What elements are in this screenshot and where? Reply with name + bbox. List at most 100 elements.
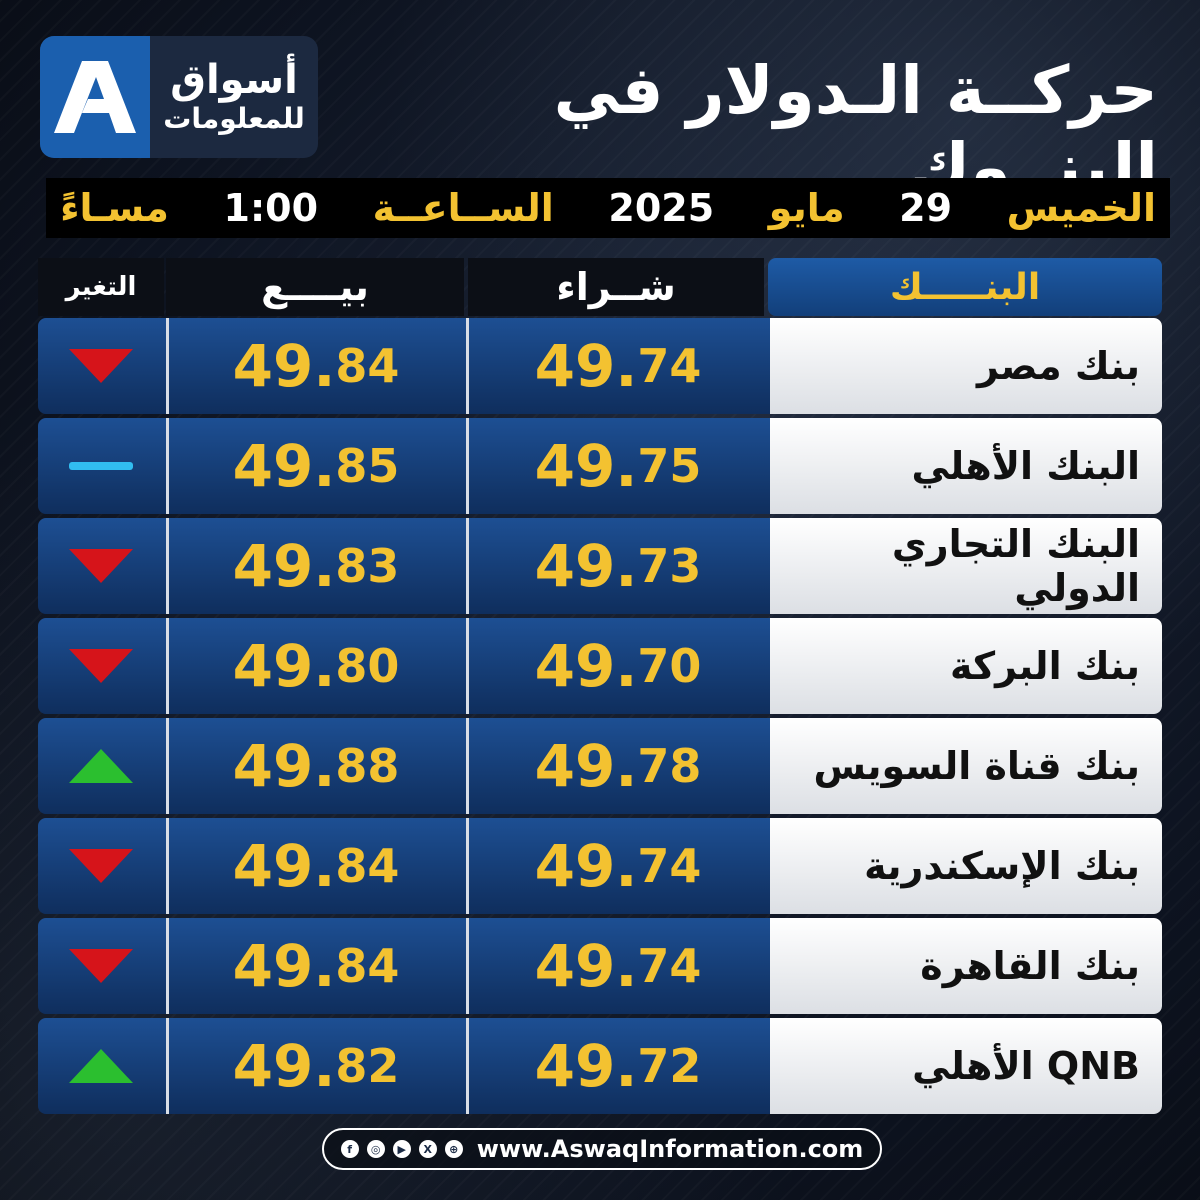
row-values-bg — [38, 918, 770, 1014]
logo-mark — [40, 36, 150, 158]
row-values-bg — [38, 618, 770, 714]
column-divider — [166, 418, 169, 514]
sell-int: 49. — [232, 732, 336, 800]
sell-dec: 84 — [335, 339, 400, 393]
buy-dec: 74 — [637, 839, 702, 893]
sell-int: 49. — [232, 432, 336, 500]
table-row: 49. 80 49. 70 بنك البركة — [38, 618, 1162, 714]
table-row: 49. 83 49. 73 البنك التجاري الدولي — [38, 518, 1162, 614]
sell-value: 49. 80 — [168, 618, 464, 714]
header-bank: البنـــــك — [768, 258, 1162, 316]
buy-int: 49. — [534, 832, 638, 900]
logo-a-icon — [54, 61, 136, 133]
column-divider — [166, 718, 169, 814]
sell-dec: 85 — [335, 439, 400, 493]
buy-value: 49. 74 — [470, 818, 766, 914]
column-divider — [166, 618, 169, 714]
table-row: 49. 84 49. 74 بنك القاهرة — [38, 918, 1162, 1014]
column-divider — [466, 918, 469, 1014]
date-month: مايو — [768, 186, 845, 230]
sell-int: 49. — [232, 832, 336, 900]
change-down-icon — [69, 549, 133, 583]
time-label: الســاعــة — [372, 186, 554, 230]
table-row: 49. 84 49. 74 بنك الإسكندرية — [38, 818, 1162, 914]
change-down-icon — [69, 649, 133, 683]
column-divider — [166, 318, 169, 414]
date-day: الخميس — [1006, 186, 1156, 230]
buy-dec: 75 — [637, 439, 702, 493]
change-up-icon — [69, 749, 133, 783]
column-divider — [466, 718, 469, 814]
bank-name: بنك قناة السويس — [770, 718, 1162, 814]
column-divider — [166, 818, 169, 914]
row-values-bg — [38, 518, 770, 614]
instagram-icon[interactable]: ◎ — [366, 1140, 385, 1158]
column-divider — [466, 1018, 469, 1114]
change-cell — [38, 1018, 164, 1114]
row-values-bg — [38, 718, 770, 814]
date-year: 2025 — [608, 186, 715, 230]
buy-int: 49. — [534, 432, 638, 500]
change-cell — [38, 418, 164, 514]
change-cell — [38, 618, 164, 714]
column-divider — [466, 618, 469, 714]
buy-int: 49. — [534, 632, 638, 700]
buy-dec: 74 — [637, 339, 702, 393]
column-divider — [466, 818, 469, 914]
sell-value: 49. 84 — [168, 318, 464, 414]
buy-int: 49. — [534, 332, 638, 400]
buy-value: 49. 70 — [470, 618, 766, 714]
time-period: مسـاءً — [60, 186, 169, 230]
bank-name: البنك الأهلي — [770, 418, 1162, 514]
bank-name: بنك البركة — [770, 618, 1162, 714]
sell-int: 49. — [232, 932, 336, 1000]
buy-int: 49. — [534, 732, 638, 800]
column-divider — [166, 918, 169, 1014]
bank-name: QNB الأهلي — [770, 1018, 1162, 1114]
buy-dec: 73 — [637, 539, 702, 593]
buy-int: 49. — [534, 932, 638, 1000]
sell-dec: 84 — [335, 939, 400, 993]
buy-dec: 70 — [637, 639, 702, 693]
change-cell — [38, 718, 164, 814]
bank-name: البنك التجاري الدولي — [770, 518, 1162, 614]
buy-dec: 74 — [637, 939, 702, 993]
sell-value: 49. 85 — [168, 418, 464, 514]
date-daynum: 29 — [899, 186, 953, 230]
column-divider — [166, 1018, 169, 1114]
table-row: 49. 84 49. 74 بنك مصر — [38, 318, 1162, 414]
change-cell — [38, 518, 164, 614]
bank-name: بنك مصر — [770, 318, 1162, 414]
column-divider — [466, 418, 469, 514]
youtube-icon[interactable]: ▶ — [392, 1140, 411, 1158]
change-up-icon — [69, 1049, 133, 1083]
web-icon[interactable]: ⊕ — [444, 1140, 463, 1158]
footer-bar: f ◎ ▶ X ⊕ www.AswaqInformation.com — [322, 1128, 882, 1170]
website-link[interactable]: www.AswaqInformation.com — [476, 1135, 864, 1163]
change-down-icon — [69, 349, 133, 383]
row-values-bg — [38, 818, 770, 914]
sell-int: 49. — [232, 332, 336, 400]
x-icon[interactable]: X — [418, 1140, 437, 1158]
sell-int: 49. — [232, 532, 336, 600]
buy-int: 49. — [534, 1032, 638, 1100]
sell-value: 49. 84 — [168, 918, 464, 1014]
bank-name: بنك القاهرة — [770, 918, 1162, 1014]
header-sell: بيــــع — [166, 258, 464, 316]
sell-dec: 80 — [335, 639, 400, 693]
sell-value: 49. 83 — [168, 518, 464, 614]
change-down-icon — [69, 949, 133, 983]
sell-dec: 84 — [335, 839, 400, 893]
change-cell — [38, 318, 164, 414]
table-row: 49. 82 49. 72 QNB الأهلي — [38, 1018, 1162, 1114]
change-down-icon — [69, 849, 133, 883]
time-value: 1:00 — [223, 186, 319, 230]
column-divider — [466, 518, 469, 614]
buy-value: 49. 78 — [470, 718, 766, 814]
header-change: التغير — [38, 258, 164, 316]
facebook-icon[interactable]: f — [340, 1140, 359, 1158]
date-bar: الخميس 29 مايو 2025 الســاعــة 1:00 مسـا… — [46, 178, 1170, 238]
change-flat-icon — [69, 462, 133, 470]
header-buy: شــراء — [468, 258, 764, 316]
row-values-bg — [38, 318, 770, 414]
